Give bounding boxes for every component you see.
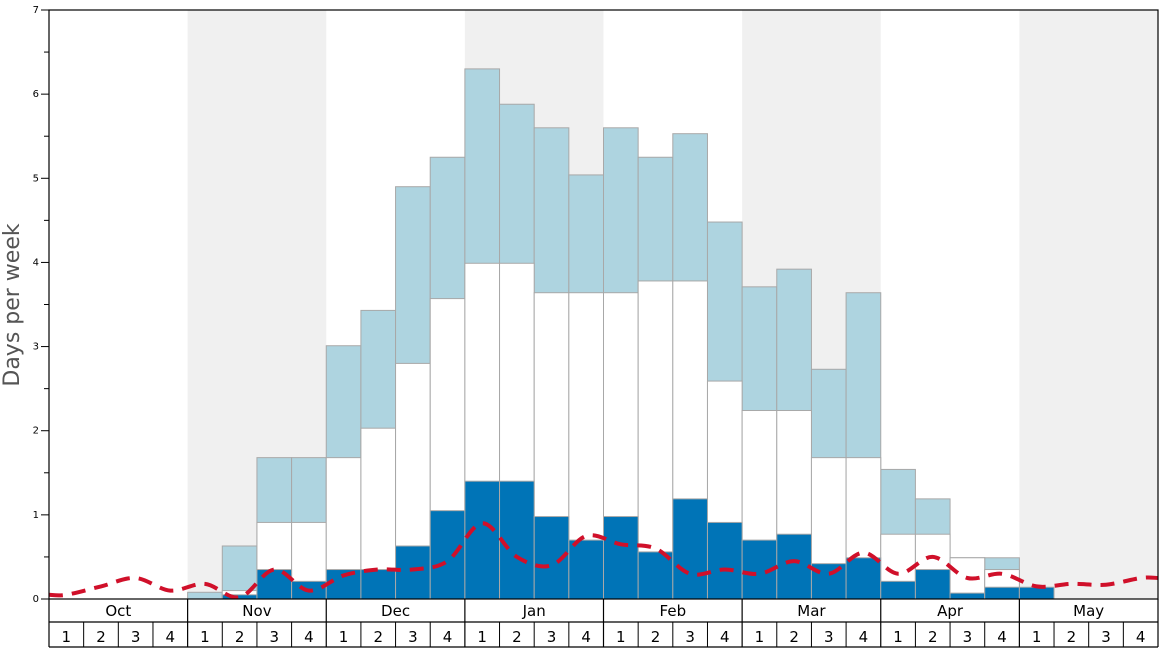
week-label: 2: [928, 628, 938, 646]
week-label: 2: [96, 628, 106, 646]
y-tick-label: 7: [33, 5, 39, 16]
x-axis: Oct 1 2 3 4 Nov 1 2 3 4 Dec 1 2 3 4 Jan 1 2 3 4 Feb 1 2 3 4 Mar 1 2…: [48, 599, 1159, 648]
week-label: 2: [1067, 628, 1077, 646]
bar-lower-26: [949, 592, 986, 600]
month-label-feb: Feb: [660, 602, 687, 620]
week-label: 3: [408, 628, 418, 646]
week-label: 2: [789, 628, 799, 646]
bar-lower-13: [499, 480, 535, 600]
bar-lower-18: [672, 498, 708, 600]
month-label-dec: Dec: [381, 602, 410, 620]
week-label: 4: [997, 628, 1007, 646]
month-label-nov: Nov: [242, 602, 271, 620]
week-label: 3: [685, 628, 695, 646]
bar-lower-16: [603, 516, 639, 600]
bar-lower-17: [637, 551, 674, 600]
y-tick-label: 0: [33, 594, 39, 605]
bar-lower-21: [776, 533, 812, 600]
week-label: 1: [616, 628, 626, 646]
week-label: 4: [1136, 628, 1146, 646]
y-tick-label: 1: [33, 510, 39, 521]
week-label: 1: [339, 628, 349, 646]
week-label: 1: [62, 628, 72, 646]
bar-lower-10: [395, 545, 431, 600]
month-label-apr: Apr: [937, 602, 964, 620]
week-label: 4: [443, 628, 453, 646]
month-band-may: [1019, 10, 1158, 599]
week-label: 3: [547, 628, 557, 646]
month-label-oct: Oct: [105, 602, 131, 620]
y-tick-label: 3: [33, 342, 39, 353]
y-axis-label: Days per week: [0, 223, 25, 386]
week-label: 3: [1101, 628, 1111, 646]
month-label-may: May: [1073, 602, 1104, 620]
week-label: 3: [963, 628, 973, 646]
y-tick-label: 4: [33, 257, 39, 268]
trend-line: [48, 521, 1159, 600]
bar-lower-24: [880, 580, 916, 600]
bar-middle-17: [637, 280, 674, 600]
week-label: 3: [131, 628, 141, 646]
bar-upper-4: [187, 591, 223, 600]
month-label-jan: Jan: [522, 602, 546, 620]
trend-line-path: [48, 521, 1159, 600]
y-tick-label: 5: [33, 173, 39, 184]
week-label: 3: [824, 628, 834, 646]
week-label: 1: [477, 628, 487, 646]
week-label: 4: [581, 628, 591, 646]
y-tick-label: 2: [33, 426, 39, 437]
week-label: 4: [720, 628, 730, 646]
week-label: 1: [755, 628, 765, 646]
week-label: 4: [304, 628, 314, 646]
week-label: 1: [893, 628, 903, 646]
week-label: 1: [200, 628, 210, 646]
bar-lower-11: [429, 510, 466, 600]
week-label: 2: [373, 628, 383, 646]
week-label: 2: [512, 628, 522, 646]
bar-lower-27: [984, 586, 1020, 600]
week-label: 2: [235, 628, 245, 646]
week-label: 4: [166, 628, 176, 646]
bar-lower-25: [914, 569, 951, 600]
month-label-mar: Mar: [797, 602, 826, 620]
week-label: 3: [269, 628, 279, 646]
week-label: 2: [651, 628, 661, 646]
week-label: 1: [1032, 628, 1042, 646]
bar-lower-9: [360, 569, 397, 600]
bar-lower-15: [568, 539, 605, 600]
bar-lower-19: [706, 521, 743, 600]
bar-lower-12: [464, 480, 501, 600]
bar-lower-28: [1018, 586, 1055, 600]
y-tick-label: 6: [33, 89, 39, 100]
bar-lower-23: [845, 557, 882, 600]
week-label: 4: [859, 628, 869, 646]
